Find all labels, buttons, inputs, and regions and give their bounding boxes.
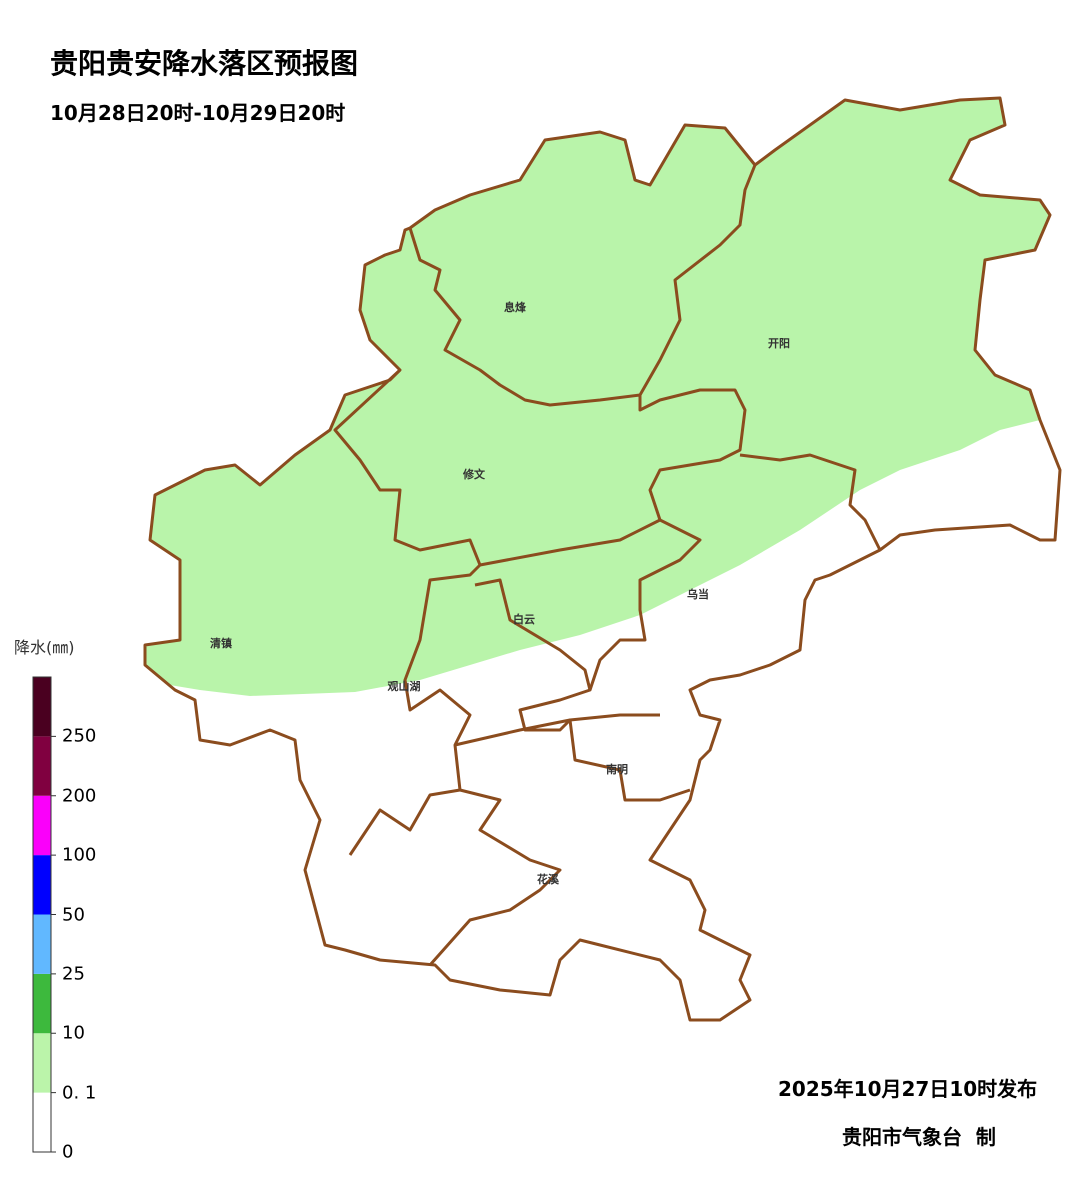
legend-frame xyxy=(32,676,52,1153)
border-huaxi-north xyxy=(428,788,562,966)
border-kaiyang-south xyxy=(739,453,882,551)
legend-swatch xyxy=(33,855,51,915)
border-xiuwen-west xyxy=(333,368,702,732)
legend-swatch xyxy=(33,736,51,796)
issuer: 贵阳市气象台 制 xyxy=(842,1125,996,1149)
legend-label: 25 xyxy=(62,963,85,985)
region-label: 观山湖 xyxy=(388,679,421,693)
border-guanshanhu-baiyun xyxy=(474,578,592,691)
border-qingzhen-east xyxy=(348,563,482,856)
border-kaiyang-xiuwen xyxy=(638,388,747,521)
legend-title: 降水(㎜) xyxy=(14,638,75,657)
region-label: 清镇 xyxy=(210,636,232,650)
region-label: 南明 xyxy=(606,762,628,776)
legend-swatch xyxy=(33,1092,51,1152)
region-label: 开阳 xyxy=(768,336,790,350)
outer-boundary xyxy=(143,96,1062,1022)
map-title: 贵阳贵安降水落区预报图 xyxy=(50,47,359,80)
legend-label: 0. 1 xyxy=(62,1082,97,1104)
legend-label: 100 xyxy=(62,844,97,866)
legend-label: 0 xyxy=(62,1141,74,1163)
legend-swatch xyxy=(33,973,51,1034)
legend-label: 250 xyxy=(62,725,97,747)
border-nanming xyxy=(454,718,691,802)
region-label: 乌当 xyxy=(687,587,709,601)
district-borders xyxy=(143,96,1062,1022)
color-legend xyxy=(32,676,56,1153)
legend-label: 200 xyxy=(62,785,97,807)
legend-swatch xyxy=(33,677,51,737)
region-label: 息烽 xyxy=(504,300,527,314)
region-label: 修文 xyxy=(462,467,486,481)
legend-label: 50 xyxy=(62,904,85,925)
legend-swatch xyxy=(33,795,51,856)
legend-swatch xyxy=(33,914,51,974)
legend-label: 10 xyxy=(62,1022,85,1044)
map-subtitle: 10月28日20时-10月29日20时 xyxy=(50,101,346,125)
region-label: 白云 xyxy=(513,612,535,626)
issue-time: 2025年10月27日10时发布 xyxy=(778,1077,1038,1101)
legend-swatch xyxy=(33,1033,51,1093)
region-label: 花溪 xyxy=(537,872,560,886)
border-xifeng xyxy=(408,164,757,407)
